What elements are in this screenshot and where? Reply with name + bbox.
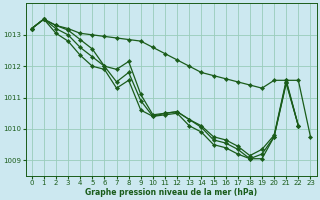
- X-axis label: Graphe pression niveau de la mer (hPa): Graphe pression niveau de la mer (hPa): [85, 188, 257, 197]
